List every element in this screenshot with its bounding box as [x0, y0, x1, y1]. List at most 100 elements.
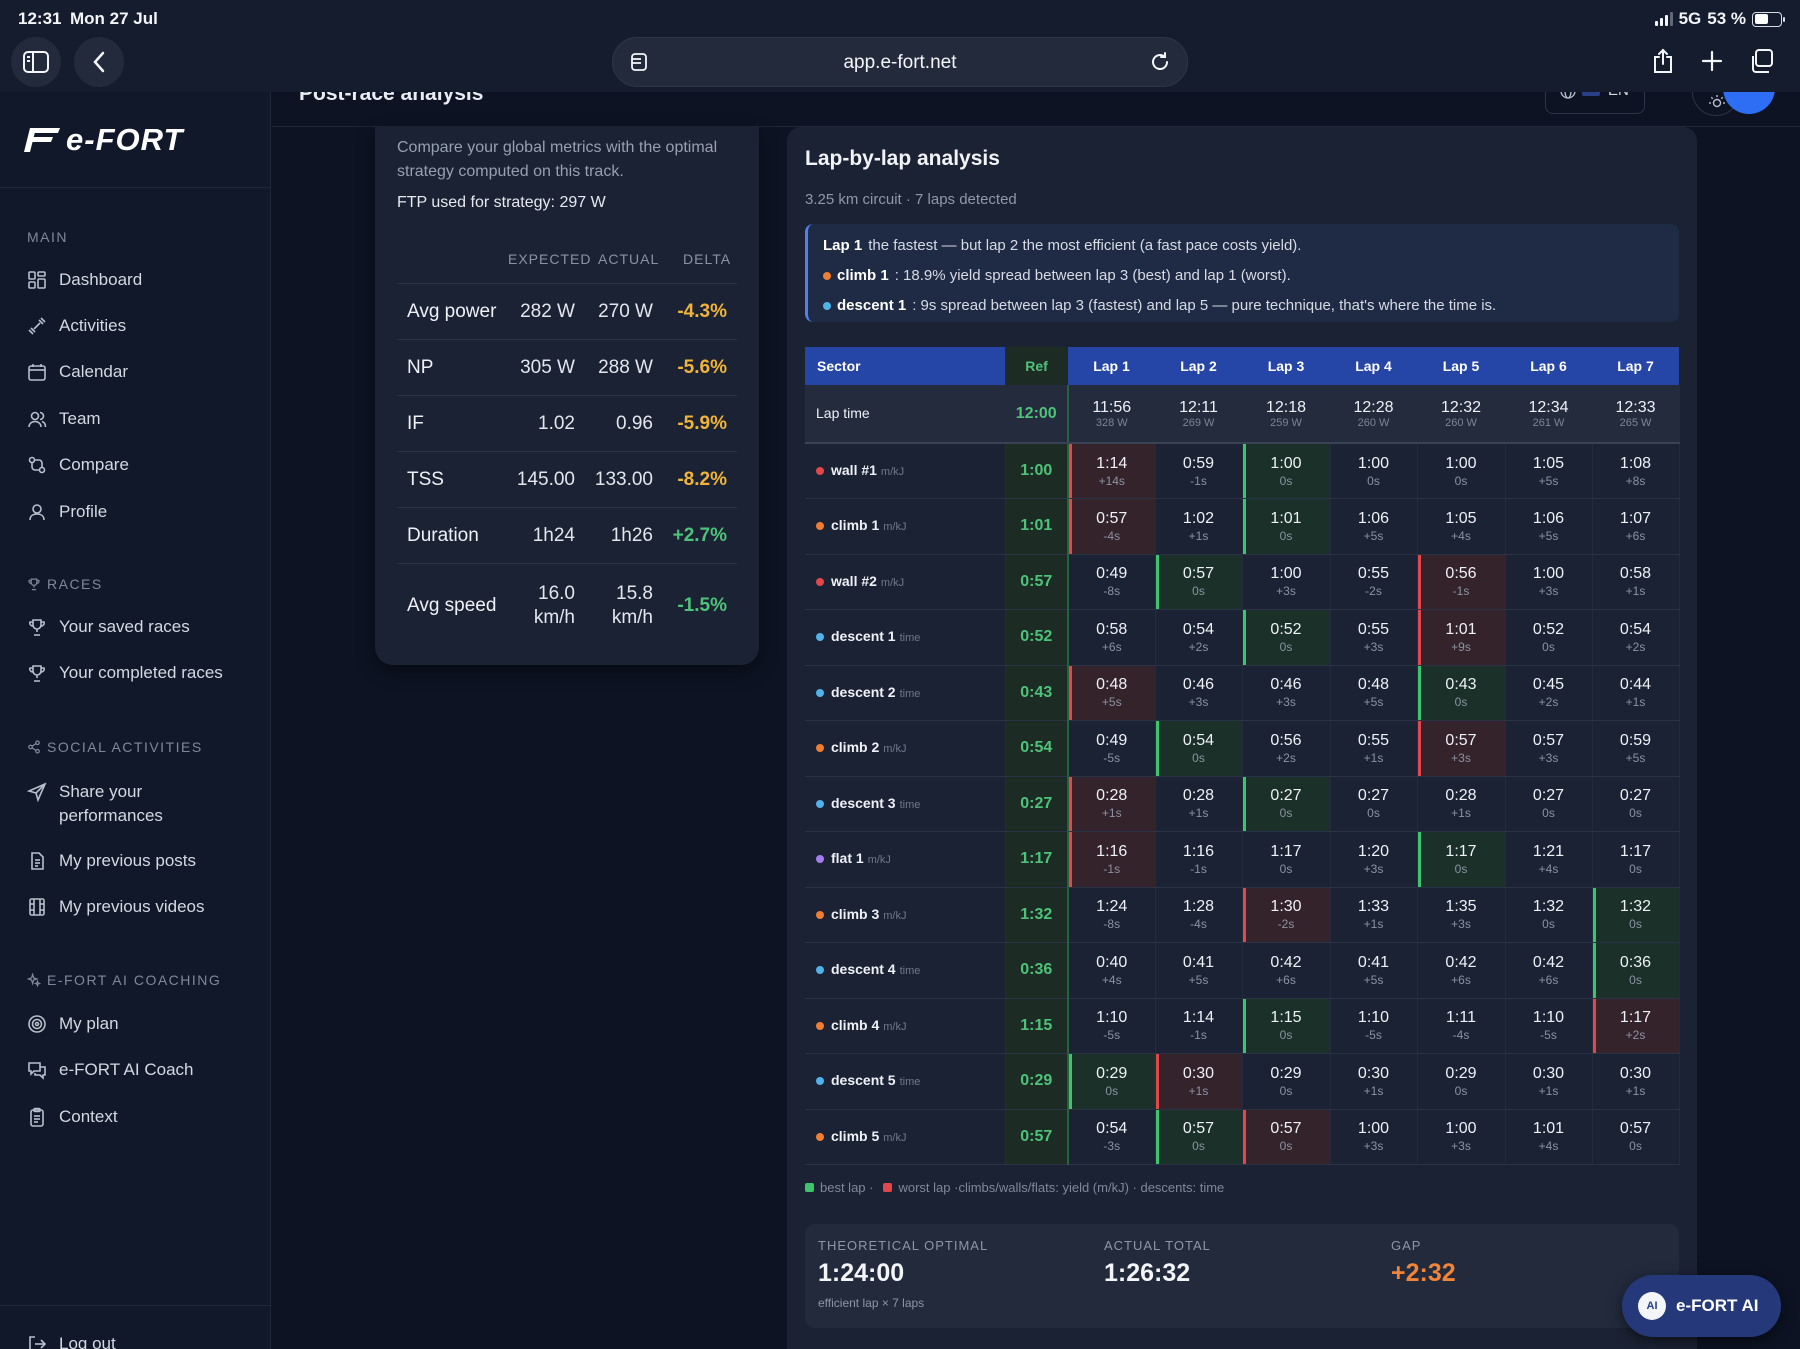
sector-cell: descent 2 time [805, 665, 1006, 721]
split-delta: -1s [1190, 1028, 1207, 1043]
sidebar-item-videos[interactable]: My previous videos [27, 895, 257, 919]
split-delta: -8s [1103, 917, 1121, 932]
back-icon[interactable] [74, 37, 124, 87]
sidebar-item-saved-races[interactable]: Your saved races [27, 615, 257, 639]
sidebar-item-my-plan[interactable]: My plan [27, 1012, 257, 1036]
lap-cell: 0:49 -8s [1068, 554, 1156, 610]
lap-time-label: Lap time [805, 385, 1006, 444]
metric-delta: -5.6% [677, 357, 727, 378]
table-row[interactable]: climb 3 m/kJ 1:32 1:24 -8s 1:28 -4s 1:30 -2s 1:33… [805, 887, 1680, 943]
lap-cell: 1:00 +3s [1330, 1109, 1418, 1165]
sidebar-item-profile[interactable]: Profile [27, 500, 257, 524]
logout-icon [29, 1336, 47, 1349]
table-row[interactable]: climb 2 m/kJ 0:54 0:49 -5s 0:54 0s 0:56 +2s 0:55 +… [805, 720, 1680, 777]
lap-cell: 1:02 +1s [1155, 498, 1243, 555]
split-delta: 0s [1629, 806, 1642, 821]
logo-text: e-FORT [66, 122, 184, 157]
table-row[interactable]: climb 1 m/kJ 1:01 0:57 -4s 1:02 +1s 1:01 0s 1:06 +… [805, 498, 1680, 555]
sidebar-toggle-icon[interactable] [11, 37, 61, 87]
insight-text: : 18.9% yield spread between lap 3 (best… [894, 267, 1291, 284]
efort-logo[interactable]: e-FORT [24, 122, 183, 158]
lap-cell: 1:05 +5s [1505, 443, 1593, 499]
split-delta: +1s [1363, 1083, 1384, 1098]
tabs-overview-icon[interactable] [1739, 39, 1783, 83]
lap-cell: 1:06 +5s [1330, 498, 1418, 555]
metric-delta: -5.9% [677, 413, 727, 434]
split-time: 1:00 [1445, 454, 1477, 472]
table-row[interactable]: descent 5 time 0:29 0:29 0s 0:30 +1s 0:29 0s 0:30… [805, 1053, 1680, 1110]
metric-expected: 1h24 [532, 525, 575, 546]
share-icon[interactable] [1641, 39, 1685, 83]
table-row[interactable]: wall #2 m/kJ 0:57 0:49 -8s 0:57 0s 1:00 +3s 0:55-… [805, 554, 1680, 610]
table-header-row: Sector Ref Lap 1 Lap 2 Lap 3 Lap 4 Lap 5… [805, 347, 1679, 385]
sector-name: climb 4 [831, 1016, 880, 1033]
lap-cell: 0:57 -4s [1068, 498, 1156, 555]
sector-name: wall #1 [831, 462, 877, 478]
lap-cell: 0:59 -1s [1155, 443, 1243, 499]
users-icon [28, 411, 47, 428]
table-row[interactable]: flat 1 m/kJ 1:17 1:16 -1s 1:16 -1s 1:17 0s 1:20 +3… [805, 831, 1680, 888]
table-row[interactable]: descent 4 time 0:36 0:40 +4s 0:41 +5s 0:42 +6s 0:… [805, 942, 1680, 999]
browser-toolbar: app.e-fort.net [0, 36, 1800, 92]
lap-cell: 1:06 +5s [1505, 498, 1593, 555]
table-row[interactable]: climb 5 m/kJ 0:57 0:54 -3s 0:57 0s 0:57 0s 1:00 +3… [805, 1109, 1680, 1165]
sector-unit: time [899, 687, 921, 700]
sidebar-item-activities[interactable]: Activities [27, 314, 257, 338]
sidebar-item-calendar[interactable]: Calendar [27, 360, 257, 384]
avatar[interactable] [1723, 92, 1775, 114]
sidebar-item-ai-coach[interactable]: e-FORT AI Coach [27, 1058, 257, 1082]
table-row[interactable]: climb 4 m/kJ 1:15 1:10 -5s 1:14 -1s 1:15 0s 1:10-… [805, 998, 1680, 1054]
sidebar-item-label: My plan [59, 1014, 119, 1033]
lap-time-cell: 12:11 269 W [1155, 385, 1243, 444]
language-selector[interactable]: EN [1545, 92, 1645, 114]
new-tab-icon[interactable] [1690, 39, 1734, 83]
split-delta: +4s [1538, 861, 1559, 876]
table-row[interactable]: descent 1 time 0:52 0:58 +6s 0:54 +2s 0:52 0s 0:5… [805, 609, 1680, 666]
sidebar-item-compare[interactable]: Compare [27, 453, 257, 477]
ai-coach-button[interactable]: AI e-FORT AI [1622, 1275, 1781, 1337]
ref-cell: 1:15 [1005, 998, 1069, 1054]
trophy-icon [29, 665, 45, 682]
split-delta: 0s [1454, 1083, 1468, 1098]
sidebar-item-share[interactable]: Share your performances [27, 780, 257, 828]
split-time: 0:58 [1619, 565, 1652, 583]
logout-button[interactable]: Log out [27, 1332, 257, 1349]
sidebar-item-dashboard[interactable]: Dashboard [27, 268, 257, 292]
metric-actual: 288 W [598, 357, 653, 378]
insight-subject: Lap 1 [823, 237, 863, 254]
table-row[interactable]: descent 2 time 0:43 0:48 +5s 0:46 +3s 0:46 +3s 0:… [805, 665, 1680, 721]
sidebar-item-context[interactable]: Context [27, 1105, 257, 1129]
uk-flag-icon [1582, 92, 1600, 96]
lap-cell: 0:56 -1s [1417, 554, 1506, 610]
reader-icon[interactable] [629, 52, 649, 77]
descent-dot-icon [816, 799, 824, 808]
split-delta: 0s [1279, 1028, 1293, 1043]
metric-expected: 282 W [520, 301, 575, 322]
split-delta: 0s [1279, 806, 1293, 821]
split-time: 1:35 [1445, 898, 1477, 916]
reload-icon[interactable] [1149, 51, 1171, 78]
split-delta: +1s [1188, 806, 1209, 821]
lap-time-cell: 12:34 261 W [1505, 385, 1593, 444]
split-time: 0:27 [1619, 787, 1652, 805]
lap-cell: 0:30 +1s [1330, 1053, 1418, 1110]
split-time: 1:06 [1532, 509, 1565, 527]
sidebar-item-posts[interactable]: My previous posts [27, 849, 257, 873]
address-bar[interactable]: app.e-fort.net [612, 37, 1188, 87]
sidebar-item-team[interactable]: Team [27, 407, 257, 431]
table-row[interactable]: descent 3 time 0:27 0:28 +1s 0:28 +1s 0:27 0s 0:2… [805, 776, 1680, 832]
lap-cell: 1:17 +2s [1592, 998, 1680, 1054]
sidebar-item-completed-races[interactable]: Your completed races [27, 661, 257, 685]
trophy-icon [29, 619, 45, 636]
lap-cell: 0:45 +2s [1505, 665, 1593, 721]
lap-cell: 1:00 +3s [1242, 554, 1331, 610]
split-time: 0:30 [1182, 1064, 1215, 1082]
section-races: RACES [27, 576, 103, 592]
split-delta: 0s [1279, 639, 1293, 654]
split-delta: 0s [1279, 528, 1293, 543]
ref-cell: 1:00 [1005, 443, 1069, 499]
lap-cell: 1:00 +3s [1417, 1109, 1506, 1165]
table-row[interactable]: wall #1 m/kJ 1:00 1:14 +14s 0:59 -1s 1:00 0s 1:00… [805, 443, 1680, 499]
lap-cell: 1:17 0s [1417, 831, 1506, 888]
split-time: 0:46 [1270, 676, 1302, 694]
